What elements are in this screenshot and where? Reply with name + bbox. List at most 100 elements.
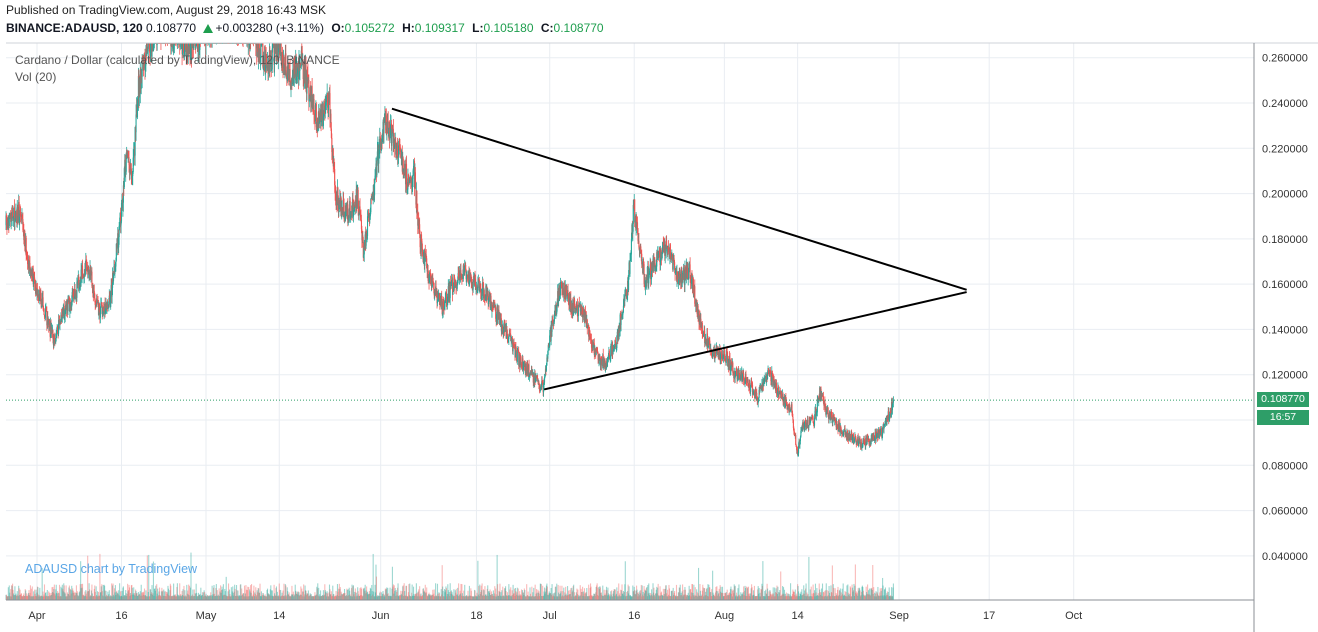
candle-body [361,229,363,241]
candle-body [78,284,80,291]
candle-body [684,267,686,271]
volume-bar [42,596,44,600]
volume-bar [657,587,659,600]
volume-bar [853,583,855,600]
volume-bar [591,596,593,600]
volume-bar [530,596,532,600]
volume-bar [109,596,111,600]
volume-bar [564,592,566,600]
volume-bar [460,595,462,600]
volume-bar [335,596,338,600]
volume-bar [441,565,443,600]
volume-bar [699,584,701,600]
volume-bar [364,584,366,600]
candle-body [570,297,572,310]
candle-body [290,86,292,89]
candle-body [367,212,370,217]
candle-body [528,364,530,377]
volume-bar [470,590,472,600]
candle-body [656,252,658,267]
volume-bar [209,595,211,600]
volume-bar [528,596,531,600]
candle-body [668,249,670,252]
volume-bar [91,593,93,600]
volume-bar [73,592,75,600]
volume-bar [61,584,63,600]
volume-bar [813,590,816,600]
volume-bar [431,594,433,600]
volume-bar [673,594,675,600]
volume-bar [470,588,472,600]
volume-bar [545,588,547,600]
volume-bar [777,586,779,600]
volume-bar [177,594,179,600]
volume-bar [193,595,195,600]
candle-body [350,216,352,218]
candle-body [348,209,350,222]
candle-body [624,292,626,296]
volume-bar [686,594,688,600]
volume-bar [725,592,727,600]
volume-bar [727,595,729,600]
volume-bar [153,588,155,600]
volume-bar [490,595,492,600]
volume-bar [472,596,474,600]
volume-bar [474,590,476,600]
volume-bar [867,584,869,600]
volume-bar [459,590,461,600]
volume-bar [556,596,558,600]
volume-bar [866,592,868,600]
candle-body [41,306,43,308]
volume-bar [493,593,495,600]
volume-bar [157,588,159,600]
volume-bar [768,595,770,600]
candle-body [669,244,671,257]
volume-bar [258,588,260,600]
volume-bar [305,590,307,600]
volume-bar [696,589,698,600]
volume-bar [753,585,755,600]
candle-body [549,335,551,347]
volume-bar [698,567,700,600]
volume-bar [880,590,882,600]
volume-bar [220,585,222,600]
volume-bar [680,592,682,600]
volume-bar [124,595,126,600]
candle-body [654,265,656,270]
volume-bar [832,584,834,600]
volume-bar [215,584,217,600]
volume-bar [891,596,893,600]
volume-bar [703,596,705,600]
candle-body [363,245,365,255]
volume-bar [272,595,274,600]
candle-body [438,294,440,299]
volume-bar [591,594,593,600]
candle-body [100,303,102,308]
candle-body [54,338,56,342]
volume-bar [183,596,185,600]
volume-bar [255,596,257,600]
candle-body [561,287,563,289]
volume-bar [746,588,748,600]
volume-bar [844,591,846,600]
volume-bar [234,588,236,600]
volume-bar [162,590,164,600]
candle-body [308,79,310,102]
candle-body [684,267,686,286]
volume-bar [60,586,62,600]
candle-body [132,157,134,173]
volume-bar [402,585,404,600]
volume-bar [181,595,184,600]
volume-bar [486,595,488,600]
candle-body [319,121,321,123]
candle-body [399,146,401,149]
volume-bar [130,594,132,600]
candle-body [424,251,426,266]
volume-bar [307,593,309,600]
volume-bar [148,596,150,600]
candle-body [145,48,147,66]
candle-body [86,264,88,269]
volume-bar [177,596,179,600]
volume-bar [613,589,616,600]
